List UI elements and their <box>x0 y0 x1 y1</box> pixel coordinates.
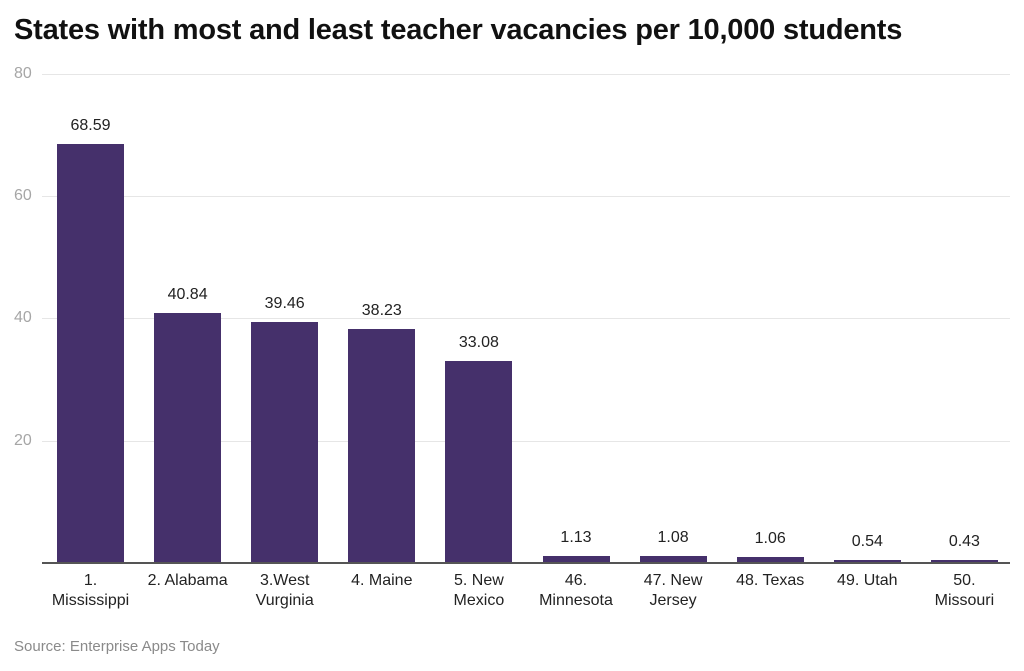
x-category-label: 49. Utah <box>812 571 922 591</box>
x-label-line-1: 47. New <box>643 572 703 589</box>
bar <box>154 313 222 563</box>
x-label-line-1: 49. Utah <box>837 572 898 589</box>
bar-value-label: 33.08 <box>458 333 499 351</box>
x-category-label: 5. New Mexico <box>424 571 534 611</box>
bar <box>833 559 901 563</box>
bar <box>930 560 998 563</box>
x-category-label: 50. Missouri <box>909 571 1019 611</box>
x-category-label: 47. New Jersey <box>618 571 728 611</box>
x-label-line-2: Mexico <box>453 592 505 609</box>
x-label-line-2: Minnesota <box>539 592 613 609</box>
x-label-line-1: 48. Texas <box>736 572 805 589</box>
x-category-label: 3.West Vurginia <box>230 571 340 611</box>
bar-value-label: 1.06 <box>754 529 786 547</box>
y-tick-label: 80 <box>14 65 32 82</box>
y-tick-label: 20 <box>14 432 32 449</box>
x-category-label: 1. Mississippi <box>36 571 146 611</box>
x-category-label: 48. Texas <box>715 571 825 591</box>
y-tick-label: 60 <box>14 187 32 204</box>
x-category-label: 2. Alabama <box>133 571 243 591</box>
bar <box>542 556 610 563</box>
bar-value-label: 0.54 <box>851 532 883 550</box>
x-label-line-1: 3.West <box>259 572 310 589</box>
bar <box>57 143 124 563</box>
x-label-line-1: 2. Alabama <box>147 572 228 589</box>
gridline-20 <box>42 441 1010 442</box>
x-category-label: 46. Minnesota <box>521 571 631 611</box>
x-label-line-2: Jersey <box>649 592 697 609</box>
x-label-line-1: 5. New <box>453 572 504 589</box>
x-label-line-2: Missouri <box>934 592 995 609</box>
bar-value-label: 38.23 <box>361 302 402 320</box>
x-label-line-2: Mississippi <box>51 592 130 609</box>
bar-value-label: 40.84 <box>167 286 208 304</box>
bar <box>348 329 416 563</box>
bar <box>445 360 513 563</box>
bar-value-label: 0.43 <box>948 533 980 551</box>
x-label-line-1: 50. <box>953 572 976 589</box>
x-label-line-1: 4. Maine <box>351 572 413 589</box>
x-axis-line <box>42 562 1010 564</box>
bar-value-label: 1.13 <box>560 529 592 547</box>
gridline-40 <box>42 318 1010 319</box>
gridline-60 <box>42 196 1010 197</box>
y-tick-label: 40 <box>14 309 32 326</box>
x-label-line-2: Vurginia <box>255 592 314 609</box>
x-label-line-1: 1. <box>83 572 98 589</box>
gridline-80 <box>42 74 1010 75</box>
bar <box>736 556 804 563</box>
chart-title: States with most and least teacher vacan… <box>14 14 903 46</box>
bar <box>251 321 319 563</box>
bar-value-label: 1.08 <box>657 529 689 547</box>
x-label-line-1: 46. <box>564 572 588 589</box>
bar-value-label: 68.59 <box>70 116 111 134</box>
bar-value-label: 39.46 <box>264 294 305 312</box>
bar <box>639 556 707 563</box>
x-category-label: 4. Maine <box>327 571 437 591</box>
source-note: Source: Enterprise Apps Today <box>14 638 220 655</box>
